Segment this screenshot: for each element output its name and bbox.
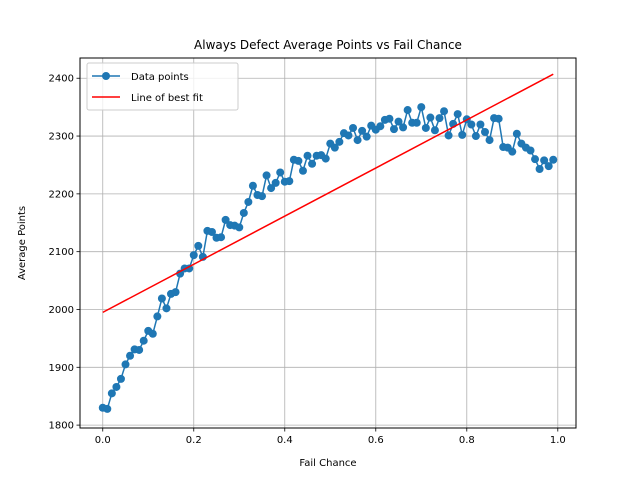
data-point [194, 241, 203, 250]
data-point [494, 114, 503, 123]
data-point [207, 228, 216, 237]
data-point [126, 351, 135, 360]
data-point [467, 120, 476, 129]
data-points-series-line [102, 106, 554, 410]
data-point [321, 154, 330, 163]
data-point [248, 181, 257, 190]
data-point [544, 162, 553, 171]
data-point [417, 103, 426, 112]
axes-frame [79, 57, 577, 429]
data-point [103, 404, 112, 413]
data-point [139, 336, 148, 345]
data-point [358, 126, 367, 135]
data-point [453, 110, 462, 119]
y-axis-label: Average Points [17, 206, 28, 280]
data-point [508, 147, 517, 156]
data-point [485, 136, 494, 145]
y-tick-label: 2400 [49, 74, 74, 85]
data-point [157, 294, 166, 303]
y-tick-label: 2100 [49, 247, 74, 258]
data-point [171, 288, 180, 297]
data-point [335, 137, 344, 146]
data-point [444, 131, 453, 140]
data-point [262, 171, 271, 180]
data-point [540, 156, 549, 165]
data-point [399, 123, 408, 132]
y-tick-label: 1900 [49, 363, 74, 374]
data-point [531, 155, 540, 164]
data-point [440, 107, 449, 116]
data-point [458, 130, 467, 139]
y-axis: 1800 1900 2000 2100 2200 2300 2400 [49, 74, 80, 432]
plot-area [98, 73, 558, 413]
data-point [235, 223, 244, 232]
data-point [148, 329, 157, 338]
data-point [176, 269, 185, 278]
legend-data-points-label: Data points [131, 72, 189, 83]
data-point [107, 389, 116, 398]
data-point [549, 155, 558, 164]
data-point [116, 374, 125, 383]
data-point [135, 345, 144, 354]
data-point [276, 168, 285, 177]
data-point [189, 251, 198, 260]
chart-title: Always Defect Average Points vs Fail Cha… [194, 38, 462, 52]
data-point [258, 192, 267, 201]
data-point [535, 165, 544, 173]
data-point [353, 136, 362, 145]
data-point [476, 120, 485, 129]
data-point [330, 143, 339, 152]
x-axis: 0.0 0.2 0.4 0.6 0.8 1.0 [95, 428, 566, 446]
y-tick-label: 1800 [49, 421, 74, 432]
y-tick-label: 2200 [49, 189, 74, 200]
data-point [162, 304, 171, 313]
data-point [244, 197, 253, 206]
data-point [112, 382, 121, 391]
data-point [153, 312, 162, 321]
data-point [362, 132, 371, 141]
x-tick-label: 0.8 [459, 435, 475, 446]
data-point [303, 151, 312, 160]
data-point [271, 178, 280, 187]
data-point [412, 118, 421, 127]
data-point [121, 360, 130, 369]
legend-box [86, 62, 239, 111]
data-point [376, 122, 385, 131]
legend: Data points Line of best fit [86, 62, 239, 111]
data-point [426, 113, 435, 122]
data-point [421, 123, 430, 132]
y-tick-label: 2300 [49, 132, 74, 143]
best-fit-line [102, 73, 554, 314]
data-point [298, 166, 307, 175]
data-point [526, 146, 535, 155]
x-axis-label: Fail Chance [299, 458, 356, 469]
data-point [308, 159, 317, 168]
y-tick-label: 2000 [49, 305, 74, 316]
data-point [239, 208, 248, 217]
legend-data-points-marker [102, 72, 110, 80]
data-point [385, 114, 394, 123]
data-point [349, 123, 358, 132]
data-point [512, 129, 521, 138]
data-point [430, 126, 439, 135]
data-point [294, 156, 303, 165]
x-tick-label: 0.6 [368, 435, 384, 446]
data-point [394, 117, 403, 126]
data-point [480, 128, 489, 136]
x-tick-label: 0.2 [186, 435, 202, 446]
legend-best-fit-label: Line of best fit [131, 93, 203, 104]
data-point [267, 184, 276, 193]
data-point [217, 233, 226, 242]
data-point [285, 177, 294, 186]
x-tick-label: 0.0 [95, 435, 111, 446]
data-point [389, 125, 398, 134]
x-tick-label: 1.0 [550, 435, 566, 446]
data-point [221, 215, 230, 224]
data-point [471, 132, 480, 141]
data-point [403, 106, 412, 115]
x-tick-label: 0.4 [277, 435, 293, 446]
data-point [435, 114, 444, 123]
data-point [344, 131, 353, 140]
